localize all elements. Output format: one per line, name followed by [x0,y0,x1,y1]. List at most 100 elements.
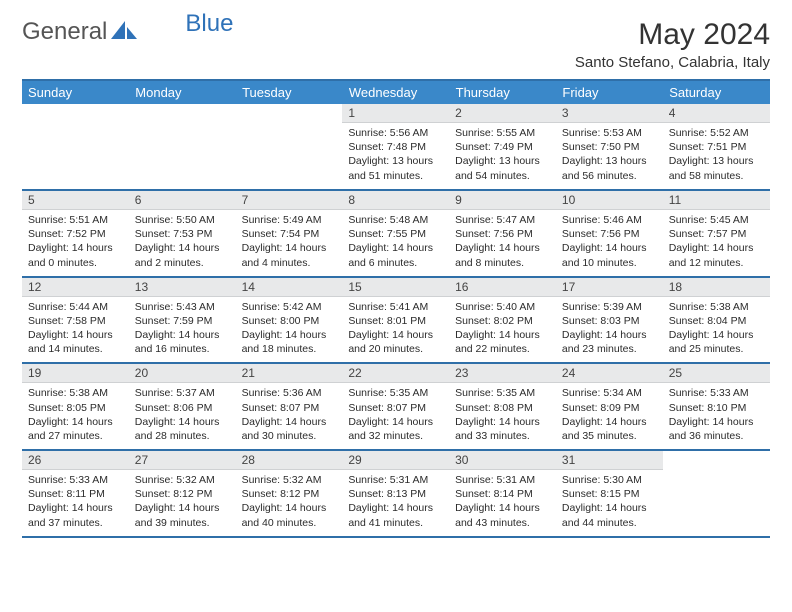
day-details: Sunrise: 5:38 AMSunset: 8:05 PMDaylight:… [22,383,129,449]
logo-text-2: Blue [185,10,233,38]
day-details: Sunrise: 5:50 AMSunset: 7:53 PMDaylight:… [129,210,236,276]
calendar-cell: 26Sunrise: 5:33 AMSunset: 8:11 PMDayligh… [22,450,129,537]
day-number: 7 [236,191,343,210]
weekday-header: Wednesday [342,80,449,104]
day-details: Sunrise: 5:47 AMSunset: 7:56 PMDaylight:… [449,210,556,276]
logo-text-1: General [22,18,107,46]
logo: General Blue [22,18,233,46]
calendar-cell: 28Sunrise: 5:32 AMSunset: 8:12 PMDayligh… [236,450,343,537]
calendar-cell: 27Sunrise: 5:32 AMSunset: 8:12 PMDayligh… [129,450,236,537]
day-number: 30 [449,451,556,470]
day-number: 12 [22,278,129,297]
day-number: 20 [129,364,236,383]
day-number: 24 [556,364,663,383]
calendar-cell: 30Sunrise: 5:31 AMSunset: 8:14 PMDayligh… [449,450,556,537]
day-details: Sunrise: 5:44 AMSunset: 7:58 PMDaylight:… [22,297,129,363]
weekday-header: Friday [556,80,663,104]
calendar-cell: 12Sunrise: 5:44 AMSunset: 7:58 PMDayligh… [22,277,129,364]
day-details: Sunrise: 5:33 AMSunset: 8:11 PMDaylight:… [22,470,129,536]
calendar-cell: 3Sunrise: 5:53 AMSunset: 7:50 PMDaylight… [556,104,663,190]
day-details: Sunrise: 5:45 AMSunset: 7:57 PMDaylight:… [663,210,770,276]
day-details: Sunrise: 5:36 AMSunset: 8:07 PMDaylight:… [236,383,343,449]
day-number: 9 [449,191,556,210]
calendar-cell: 1Sunrise: 5:56 AMSunset: 7:48 PMDaylight… [342,104,449,190]
calendar-cell: 24Sunrise: 5:34 AMSunset: 8:09 PMDayligh… [556,363,663,450]
page-title: May 2024 [575,18,770,52]
calendar-cell: 9Sunrise: 5:47 AMSunset: 7:56 PMDaylight… [449,190,556,277]
day-details: Sunrise: 5:34 AMSunset: 8:09 PMDaylight:… [556,383,663,449]
day-number: 23 [449,364,556,383]
weekday-header: Saturday [663,80,770,104]
day-details: Sunrise: 5:31 AMSunset: 8:13 PMDaylight:… [342,470,449,536]
location-text: Santo Stefano, Calabria, Italy [575,54,770,71]
day-number: 21 [236,364,343,383]
title-block: May 2024 Santo Stefano, Calabria, Italy [575,18,770,71]
calendar-cell: 10Sunrise: 5:46 AMSunset: 7:56 PMDayligh… [556,190,663,277]
calendar-cell: 6Sunrise: 5:50 AMSunset: 7:53 PMDaylight… [129,190,236,277]
calendar-cell: 13Sunrise: 5:43 AMSunset: 7:59 PMDayligh… [129,277,236,364]
calendar-cell: 14Sunrise: 5:42 AMSunset: 8:00 PMDayligh… [236,277,343,364]
day-details: Sunrise: 5:31 AMSunset: 8:14 PMDaylight:… [449,470,556,536]
calendar-cell: 5Sunrise: 5:51 AMSunset: 7:52 PMDaylight… [22,190,129,277]
day-details: Sunrise: 5:39 AMSunset: 8:03 PMDaylight:… [556,297,663,363]
calendar-cell: 2Sunrise: 5:55 AMSunset: 7:49 PMDaylight… [449,104,556,190]
calendar-week-row: 19Sunrise: 5:38 AMSunset: 8:05 PMDayligh… [22,363,770,450]
day-number: 6 [129,191,236,210]
empty-day [129,104,236,122]
day-details: Sunrise: 5:48 AMSunset: 7:55 PMDaylight:… [342,210,449,276]
calendar-cell: 19Sunrise: 5:38 AMSunset: 8:05 PMDayligh… [22,363,129,450]
calendar-week-row: 5Sunrise: 5:51 AMSunset: 7:52 PMDaylight… [22,190,770,277]
day-details: Sunrise: 5:43 AMSunset: 7:59 PMDaylight:… [129,297,236,363]
day-details: Sunrise: 5:35 AMSunset: 8:08 PMDaylight:… [449,383,556,449]
day-number: 2 [449,104,556,123]
weekday-header: Tuesday [236,80,343,104]
day-details: Sunrise: 5:55 AMSunset: 7:49 PMDaylight:… [449,123,556,189]
day-number: 15 [342,278,449,297]
calendar-cell: 11Sunrise: 5:45 AMSunset: 7:57 PMDayligh… [663,190,770,277]
calendar-table: SundayMondayTuesdayWednesdayThursdayFrid… [22,79,770,538]
day-number: 4 [663,104,770,123]
day-number: 27 [129,451,236,470]
day-details: Sunrise: 5:37 AMSunset: 8:06 PMDaylight:… [129,383,236,449]
day-number: 14 [236,278,343,297]
calendar-cell: 8Sunrise: 5:48 AMSunset: 7:55 PMDaylight… [342,190,449,277]
calendar-cell [129,104,236,190]
day-details: Sunrise: 5:40 AMSunset: 8:02 PMDaylight:… [449,297,556,363]
day-details: Sunrise: 5:51 AMSunset: 7:52 PMDaylight:… [22,210,129,276]
weekday-header: Thursday [449,80,556,104]
day-number: 1 [342,104,449,123]
calendar-cell: 29Sunrise: 5:31 AMSunset: 8:13 PMDayligh… [342,450,449,537]
day-number: 25 [663,364,770,383]
day-number: 10 [556,191,663,210]
calendar-cell [22,104,129,190]
calendar-cell: 16Sunrise: 5:40 AMSunset: 8:02 PMDayligh… [449,277,556,364]
day-number: 11 [663,191,770,210]
day-details: Sunrise: 5:53 AMSunset: 7:50 PMDaylight:… [556,123,663,189]
day-details: Sunrise: 5:49 AMSunset: 7:54 PMDaylight:… [236,210,343,276]
day-number: 8 [342,191,449,210]
calendar-cell: 23Sunrise: 5:35 AMSunset: 8:08 PMDayligh… [449,363,556,450]
day-number: 5 [22,191,129,210]
weekday-header-row: SundayMondayTuesdayWednesdayThursdayFrid… [22,80,770,104]
day-details: Sunrise: 5:38 AMSunset: 8:04 PMDaylight:… [663,297,770,363]
empty-day [236,104,343,122]
calendar-cell: 4Sunrise: 5:52 AMSunset: 7:51 PMDaylight… [663,104,770,190]
day-details: Sunrise: 5:46 AMSunset: 7:56 PMDaylight:… [556,210,663,276]
day-number: 17 [556,278,663,297]
day-details: Sunrise: 5:52 AMSunset: 7:51 PMDaylight:… [663,123,770,189]
calendar-cell: 20Sunrise: 5:37 AMSunset: 8:06 PMDayligh… [129,363,236,450]
day-details: Sunrise: 5:35 AMSunset: 8:07 PMDaylight:… [342,383,449,449]
day-details: Sunrise: 5:30 AMSunset: 8:15 PMDaylight:… [556,470,663,536]
weekday-header: Monday [129,80,236,104]
calendar-cell: 31Sunrise: 5:30 AMSunset: 8:15 PMDayligh… [556,450,663,537]
day-number: 28 [236,451,343,470]
calendar-cell: 17Sunrise: 5:39 AMSunset: 8:03 PMDayligh… [556,277,663,364]
empty-day [663,451,770,469]
day-number: 3 [556,104,663,123]
calendar-cell: 21Sunrise: 5:36 AMSunset: 8:07 PMDayligh… [236,363,343,450]
calendar-cell [663,450,770,537]
day-number: 16 [449,278,556,297]
day-details: Sunrise: 5:32 AMSunset: 8:12 PMDaylight:… [129,470,236,536]
day-number: 26 [22,451,129,470]
calendar-cell: 7Sunrise: 5:49 AMSunset: 7:54 PMDaylight… [236,190,343,277]
